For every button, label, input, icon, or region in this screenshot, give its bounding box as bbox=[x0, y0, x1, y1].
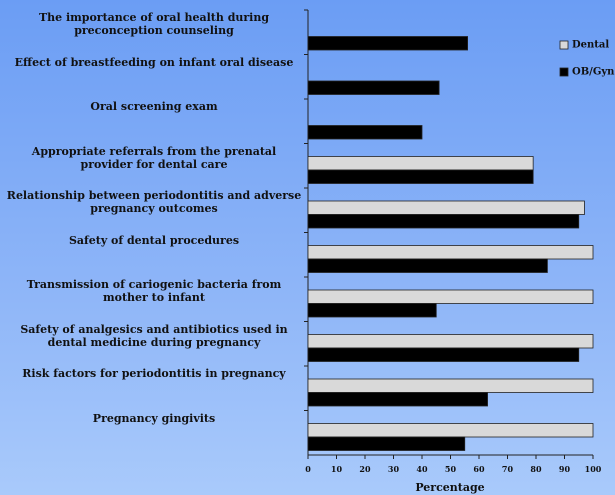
bar bbox=[307, 169, 534, 184]
x-tick-label: 10 bbox=[331, 464, 343, 474]
x-tick-label: 80 bbox=[530, 464, 542, 474]
legend-swatch bbox=[559, 67, 569, 77]
legend-swatch bbox=[559, 40, 569, 50]
bar bbox=[307, 258, 548, 273]
category-label: Safety of analgesics and antibiotics use… bbox=[20, 322, 288, 349]
x-tick-label: 70 bbox=[502, 464, 514, 474]
bar bbox=[307, 36, 469, 51]
x-tick-label: 50 bbox=[445, 464, 457, 474]
x-axis-label: Percentage bbox=[415, 481, 484, 494]
bar bbox=[307, 303, 437, 318]
bar bbox=[307, 289, 594, 304]
x-tick-label: 30 bbox=[388, 464, 400, 474]
bar bbox=[307, 334, 594, 349]
category-label: Oral screening exam bbox=[90, 100, 218, 113]
category-label: Relationship between periodontitis and a… bbox=[6, 189, 302, 215]
bar bbox=[307, 378, 594, 393]
category-label: Pregnancy gingivits bbox=[92, 411, 216, 425]
x-tick-label: 60 bbox=[473, 464, 485, 474]
bar bbox=[307, 436, 466, 451]
bar bbox=[307, 214, 580, 229]
x-tick-label: 40 bbox=[416, 464, 428, 474]
x-tick-label: 90 bbox=[559, 464, 571, 474]
x-tick-label: 0 bbox=[305, 464, 311, 474]
legend-label: OB/Gyn bbox=[572, 67, 615, 78]
bar bbox=[307, 245, 594, 260]
bar bbox=[307, 156, 534, 171]
category-label: Risk factors for periodontitis in pregna… bbox=[22, 367, 286, 380]
bar bbox=[307, 347, 580, 362]
bar bbox=[307, 423, 594, 438]
bar bbox=[307, 125, 423, 140]
x-tick-label: 20 bbox=[359, 464, 371, 474]
legend-label: Dental bbox=[572, 40, 609, 51]
category-label: The importance of oral health during pre… bbox=[38, 11, 270, 37]
category-label: Transmission of cariogenic bacteria from… bbox=[26, 278, 282, 304]
category-label: Safety of dental procedures bbox=[68, 233, 240, 247]
category-label: Effect of breastfeeding on infant oral d… bbox=[14, 55, 294, 69]
bar bbox=[307, 392, 488, 407]
category-label: Appropriate referrals from the prenatal … bbox=[31, 144, 277, 171]
bar bbox=[307, 80, 440, 95]
bar bbox=[307, 200, 585, 215]
x-tick-label: 100 bbox=[585, 464, 602, 474]
